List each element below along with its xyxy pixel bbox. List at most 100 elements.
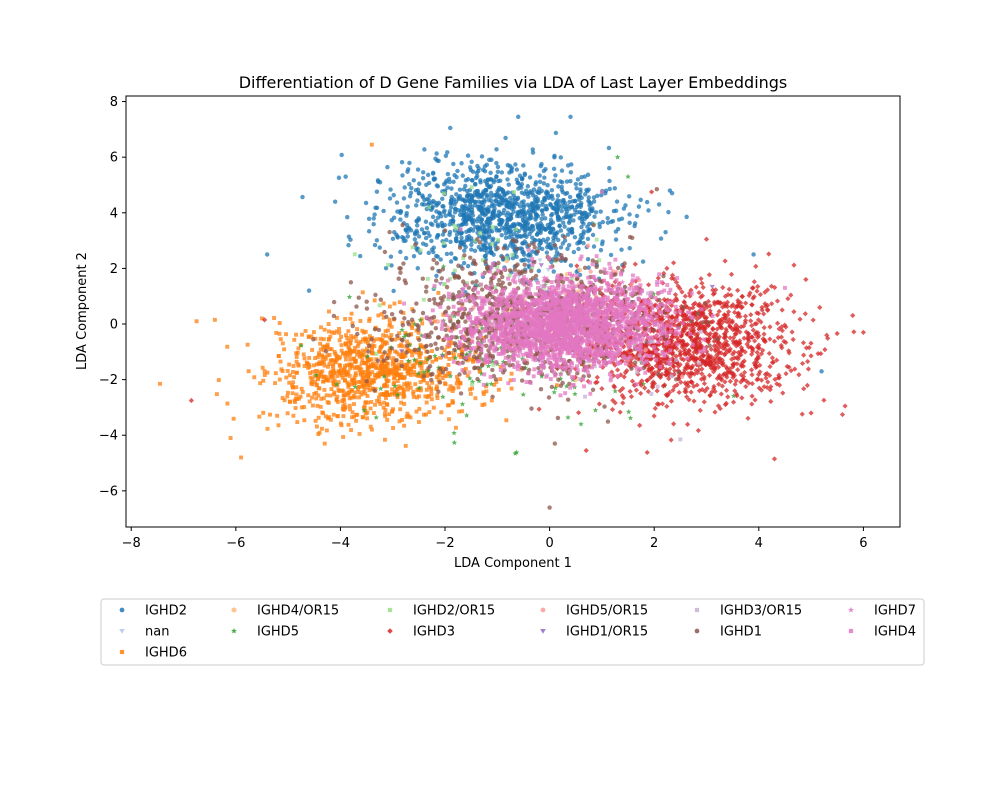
data-point [842,403,848,409]
data-point [447,403,452,408]
data-point [311,363,316,368]
data-point [345,214,350,220]
data-point [610,397,616,404]
data-point [740,373,747,380]
data-point [532,245,537,250]
data-point [740,376,746,383]
data-point [378,385,384,391]
data-point [731,334,737,340]
data-point [505,177,510,182]
data-point [594,260,599,265]
data-point [339,343,344,348]
data-point [318,347,323,352]
data-point [385,402,390,407]
data-point [352,356,357,361]
data-point [426,332,431,338]
data-point [743,383,749,390]
data-point [545,236,551,242]
data-point [519,378,525,383]
data-point [414,409,419,414]
data-point [348,341,353,346]
data-point [730,338,736,344]
data-point [722,312,728,318]
data-point [387,321,392,326]
data-point [724,299,731,305]
data-point [771,338,778,344]
data-point [473,261,478,267]
data-point [568,263,574,268]
data-point [408,372,413,377]
data-point [427,233,432,238]
data-point [578,187,583,192]
data-point [353,371,358,376]
data-point [571,249,577,255]
data-point [688,326,694,333]
data-point [300,332,304,337]
data-point [735,342,741,348]
data-point [519,190,525,195]
data-point [424,343,429,349]
data-point [762,371,769,377]
data-point [681,357,687,363]
data-point [313,372,319,378]
data-point [505,162,511,168]
data-point [488,190,494,196]
data-point [274,330,279,335]
data-point [546,395,552,400]
data-point [275,413,280,418]
data-point [650,349,656,356]
data-point [465,153,471,158]
data-point [245,342,250,347]
data-point [390,370,395,375]
data-point [298,342,304,348]
data-point [418,386,423,391]
data-point [703,360,710,366]
data-point [568,170,574,175]
data-point [687,293,693,299]
data-point [637,380,643,386]
data-point [395,395,400,400]
data-point [326,378,331,383]
data-point [743,329,749,335]
data-point [489,398,494,403]
data-point [347,390,352,395]
data-point [805,358,811,365]
data-point [299,386,304,391]
data-point [376,313,381,318]
data-point [430,266,435,271]
data-point [714,312,721,318]
data-point [515,262,520,267]
data-point [563,256,568,262]
data-point [355,344,360,349]
data-point [694,333,700,339]
data-point [417,355,422,360]
data-point [342,402,347,407]
data-point [451,161,456,167]
data-point [416,420,421,424]
data-point [504,418,509,423]
data-point [352,402,356,407]
data-point [627,388,633,395]
data-point [444,251,450,257]
data-point [409,367,413,372]
data-point [442,228,448,233]
data-point [401,196,407,201]
data-point [483,343,489,349]
data-point [377,303,382,308]
data-point [454,192,459,197]
data-point [450,385,455,390]
data-point [417,406,422,411]
data-point [669,314,676,320]
data-point [442,191,446,196]
data-point [319,374,324,379]
data-point [384,390,389,395]
data-point [670,387,676,393]
data-point [673,295,679,302]
data-point [346,294,353,300]
data-point [509,167,514,173]
data-point [282,347,287,352]
data-point [324,377,329,382]
data-point [443,382,448,387]
data-point [278,337,283,342]
data-point [359,392,364,397]
